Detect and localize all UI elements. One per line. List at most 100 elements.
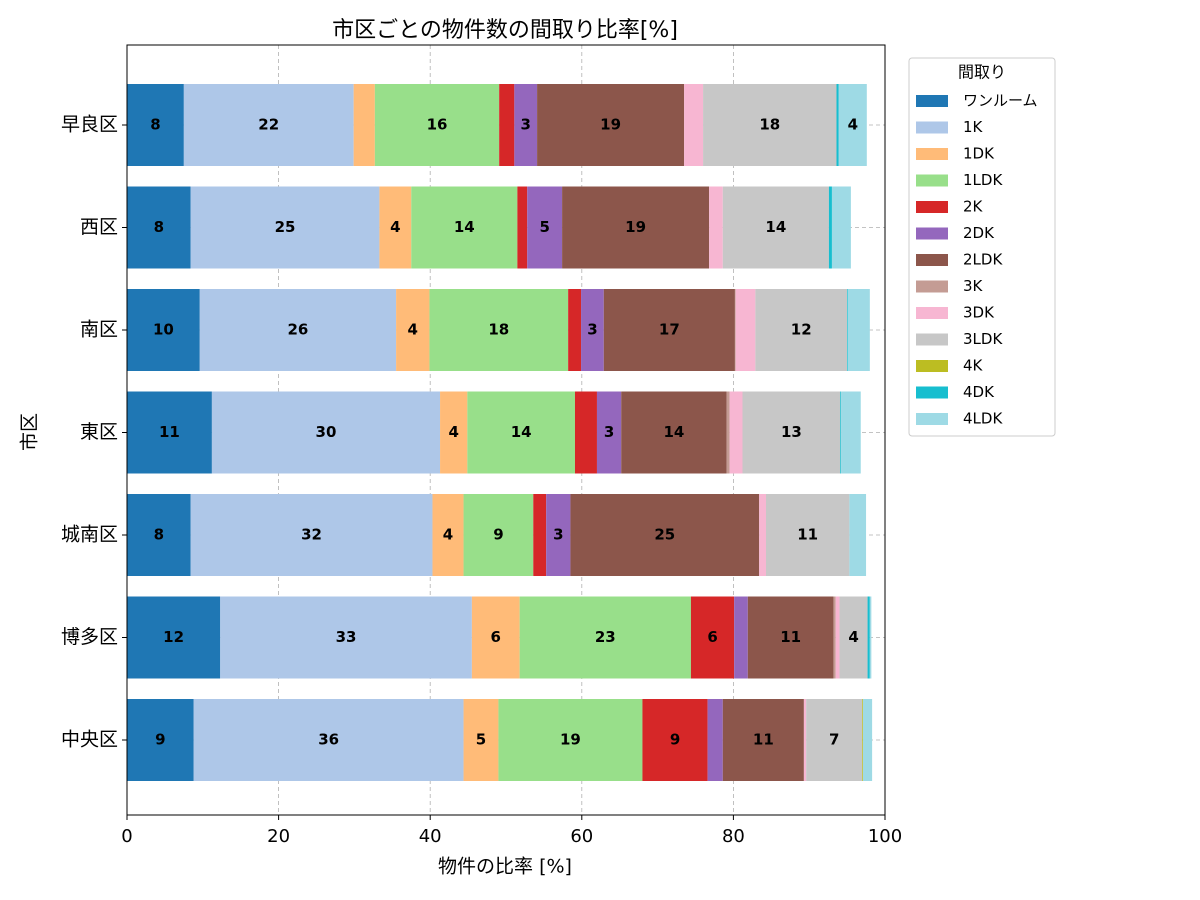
bar-segment	[709, 186, 723, 269]
legend-swatch	[916, 174, 948, 187]
bar-segment	[867, 596, 870, 679]
data-label: 9	[670, 731, 680, 749]
legend-swatch	[916, 121, 948, 134]
y-tick-label: 西区	[80, 216, 118, 238]
bar-segment	[127, 289, 200, 371]
bar-segment	[127, 186, 191, 269]
legend-label: 3K	[963, 277, 984, 295]
bar-segment	[596, 391, 622, 474]
bar-segment	[835, 596, 840, 679]
legend-swatch	[916, 413, 948, 425]
bar-segment	[581, 289, 604, 371]
x-tick-label: 20	[267, 826, 290, 847]
bar-segment	[621, 391, 727, 474]
bar-segment	[847, 289, 870, 371]
bar-segment	[537, 84, 685, 166]
bar-segment	[396, 289, 430, 371]
legend-swatch	[916, 386, 948, 399]
bar-segment	[690, 596, 735, 679]
bar-segment	[722, 186, 829, 269]
chart-title: 市区ごとの物件数の間取り比率[%]	[332, 18, 678, 43]
legend-label: 2DK	[963, 224, 995, 242]
x-tick-label: 80	[722, 826, 745, 847]
data-label: 25	[275, 218, 296, 236]
bar-segment	[603, 289, 735, 371]
bar-segment	[533, 494, 547, 576]
x-tick-label: 40	[419, 826, 442, 847]
bar-segment	[127, 699, 194, 781]
bar-segment	[463, 699, 499, 781]
data-label: 14	[663, 423, 684, 441]
bar-segment	[127, 596, 221, 679]
data-label: 6	[491, 628, 501, 646]
data-label: 18	[759, 116, 780, 134]
bar-segment	[517, 186, 528, 269]
bar-segment	[806, 699, 863, 781]
data-label: 14	[511, 423, 532, 441]
bar-segment	[840, 391, 842, 474]
legend-label: 2K	[963, 198, 984, 216]
data-label: 32	[301, 526, 322, 544]
data-label: 4	[443, 526, 453, 544]
bar-segment	[734, 289, 736, 371]
data-label: 13	[781, 423, 802, 441]
bar-segment	[735, 289, 756, 371]
bar-segment	[568, 289, 582, 371]
data-label: 30	[316, 423, 337, 441]
bar-segment	[729, 391, 743, 474]
bar-segment	[722, 699, 804, 781]
data-label: 16	[427, 116, 448, 134]
data-label: 14	[454, 218, 475, 236]
bar-segment	[742, 391, 841, 474]
data-label: 19	[625, 218, 646, 236]
legend-swatch	[916, 360, 948, 372]
data-label: 7	[829, 731, 839, 749]
bar-segment	[199, 289, 397, 371]
data-label: 8	[154, 526, 164, 544]
legend-swatch	[916, 227, 948, 240]
data-label: 12	[791, 321, 812, 339]
legend-swatch	[916, 148, 948, 160]
bar-segment	[831, 186, 851, 269]
bar-segment	[429, 289, 569, 371]
x-tick-label: 100	[868, 826, 902, 847]
bar-segment	[574, 391, 597, 474]
data-label: 11	[753, 731, 774, 749]
data-label: 11	[780, 628, 801, 646]
bar-segment	[467, 391, 575, 474]
data-label: 4	[390, 218, 400, 236]
legend-label: 4DK	[963, 383, 995, 401]
y-tick-label: 東区	[80, 421, 118, 443]
y-tick-label: 博多区	[61, 626, 118, 648]
bar-segment	[734, 596, 748, 679]
bar-segment	[684, 84, 704, 166]
data-label: 3	[587, 321, 597, 339]
x-axis-label: 物件の比率 [%]	[438, 856, 572, 878]
x-tick-label: 0	[121, 826, 132, 847]
data-label: 9	[155, 731, 165, 749]
data-label: 22	[258, 116, 279, 134]
y-tick-label: 早良区	[61, 114, 118, 136]
data-label: 5	[476, 731, 486, 749]
bar-segment	[869, 596, 872, 679]
data-label: 23	[595, 628, 616, 646]
data-label: 4	[408, 321, 418, 339]
bar-segment	[759, 494, 766, 576]
bar-segment	[379, 186, 412, 269]
bar-segment	[803, 699, 807, 781]
data-label: 33	[336, 628, 357, 646]
plot-frame	[126, 44, 886, 816]
legend-label: 3LDK	[963, 330, 1003, 348]
bar-segment	[193, 699, 464, 781]
y-axis-label: 市区	[19, 413, 41, 451]
legend-label: 4LDK	[963, 410, 1003, 428]
bar-segment	[519, 596, 691, 679]
data-label: 10	[153, 321, 174, 339]
bar-segment	[432, 494, 464, 576]
bar-segment	[499, 84, 515, 166]
data-label: 17	[659, 321, 680, 339]
data-label: 3	[604, 423, 614, 441]
legend-frame	[908, 57, 1056, 437]
y-tick-label: 中央区	[61, 729, 118, 751]
